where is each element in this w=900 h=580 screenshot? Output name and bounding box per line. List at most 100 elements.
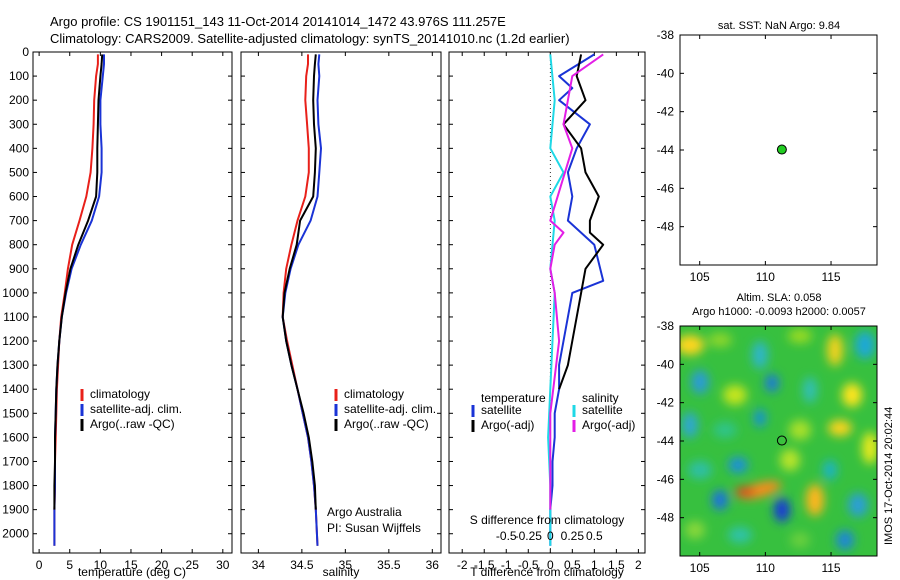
series-line: [281, 54, 317, 510]
lat-tick-label: -44: [657, 143, 675, 157]
s-difference-label: S difference from climatology: [470, 513, 625, 527]
argo-location-marker: [776, 435, 787, 446]
salinity-depth-ticks: [241, 51, 441, 535]
depth-tick-label: 900: [9, 262, 29, 276]
difference-xlabel: T difference from climatology: [470, 565, 624, 579]
lat-tick-label: -42: [657, 105, 675, 119]
s-tick-label: 0.5: [586, 529, 603, 543]
legend-label: Argo(..raw -QC): [90, 417, 175, 431]
lat-tick-label: -46: [657, 181, 675, 195]
lat-tick-label: -40: [657, 357, 675, 371]
difference-depth-ticks: [449, 51, 645, 535]
sla-map-panel: Altim. SLA: 0.058 Argo h1000: -0.0093 h2…: [657, 292, 878, 575]
sst-map-title: sat. SST: NaN Argo: 9.84: [718, 20, 840, 32]
depth-tick-label: 1300: [2, 358, 29, 372]
depth-tick-label: 0: [22, 45, 29, 59]
s-tick-label: 0.25: [561, 529, 585, 543]
lon-tick-label: 105: [690, 561, 710, 575]
x-tick-label: -1.5: [474, 558, 495, 572]
legend-label: satellite-adj. clim.: [344, 402, 436, 416]
s-tick-label: -0.5: [496, 529, 517, 543]
difference-legend: temperature salinity satelliteArgo(-adj)…: [471, 391, 635, 432]
s-tick-label: -0.25: [515, 529, 543, 543]
legend-label: climatology: [344, 387, 404, 401]
depth-tick-label: 1700: [2, 454, 29, 468]
x-tick-label: 34.5: [290, 558, 314, 572]
lat-tick-label: -38: [657, 28, 675, 42]
sst-map-panel: sat. SST: NaN Argo: 9.84 105 110 115 -38 -40…: [657, 20, 878, 284]
lon-tick-label: 115: [821, 270, 840, 284]
sst-map-argo-location: [776, 144, 787, 155]
temperature-panel: 0100200300400500600700800900100011001200…: [2, 45, 233, 579]
salinity-axes-frame: [240, 51, 442, 554]
x-tick-label: 34: [252, 558, 266, 572]
x-tick-label: 0.5: [564, 558, 581, 572]
series-line: [547, 54, 565, 546]
depth-tick-label: 1400: [2, 382, 29, 396]
x-tick-label: 5: [66, 558, 73, 572]
temperature-xlabel: temperature (deg C): [78, 565, 186, 579]
header-line1: Argo profile: CS 1901151_143 11-Oct-2014…: [50, 14, 506, 29]
x-tick-label: -0.5: [518, 558, 539, 572]
annotation-argo-australia: Argo Australia: [327, 505, 402, 519]
temperature-axes-frame: [32, 51, 233, 554]
x-tick-label: 0: [547, 558, 554, 572]
x-tick-label: 25: [186, 558, 200, 572]
legend-label: satellite: [481, 403, 522, 417]
depth-tick-label: 1100: [3, 310, 29, 324]
depth-tick-label: 300: [9, 117, 29, 131]
depth-tick-label: 2000: [2, 527, 29, 541]
legend-label: Argo(-adj): [481, 418, 534, 432]
lat-tick-label: -38: [657, 319, 675, 333]
depth-tick-label: 1800: [2, 479, 29, 493]
depth-tick-label: 200: [9, 93, 29, 107]
legend-label: Argo(..raw -QC): [344, 417, 429, 431]
sla-title-1: Altim. SLA: 0.058: [737, 292, 822, 304]
depth-tick-label: 1000: [2, 286, 29, 300]
depth-tick-label: 400: [9, 141, 29, 155]
series-line: [53, 54, 104, 510]
side-timestamp: IMOS 17-Oct-2014 20:02:44: [883, 407, 895, 545]
depth-tick-label: 1600: [2, 430, 29, 444]
salinity-xlabel: salinity: [323, 565, 360, 579]
x-tick-label: -2: [457, 558, 468, 572]
lon-tick-label: 110: [756, 270, 775, 284]
depth-tick-label: 700: [9, 214, 29, 228]
legend-label: climatology: [90, 387, 150, 401]
header-line2: Climatology: CARS2009. Satellite-adjuste…: [50, 31, 570, 46]
temperature-series: [53, 54, 105, 546]
depth-tick-label: 100: [9, 69, 29, 83]
x-tick-label: 15: [124, 558, 138, 572]
legend-label: satellite-adj. clim.: [90, 402, 182, 416]
lat-tick-label: -46: [657, 472, 675, 486]
x-tick-label: 2: [635, 558, 642, 572]
depth-tick-label: 1500: [2, 406, 29, 420]
lat-tick-label: -40: [657, 66, 675, 80]
lat-tick-label: -48: [657, 220, 675, 234]
difference-panel: -2 -1.5 -1 -0.5 0 0.5 1 1.5 2 T difference from …: [448, 51, 646, 579]
temperature-ticks: 0 5 10 15 20 25 30: [36, 52, 230, 572]
difference-series: [547, 53, 605, 546]
lon-tick-label: 110: [756, 561, 775, 575]
x-tick-label: 1: [591, 558, 598, 572]
annotation-pi: PI: Susan Wijffels: [327, 521, 421, 535]
lat-tick-label: -44: [657, 434, 675, 448]
lat-tick-label: -48: [657, 511, 675, 525]
x-tick-label: -1: [501, 558, 512, 572]
series-line: [549, 53, 604, 510]
depth-ticks: 0 100 200 300 400 500 600 700 800 900 1000 1100 1200…: [2, 45, 232, 541]
x-tick-label: 35: [339, 558, 353, 572]
x-tick-label: 10: [94, 558, 108, 572]
sla-map-argo-location: [776, 435, 787, 446]
x-tick-label: 36: [426, 558, 440, 572]
depth-tick-label: 600: [9, 190, 29, 204]
lon-tick-label: 115: [821, 561, 840, 575]
sla-map-ticks: 105 110 115 -38 -40 -42 -44 -46 -48: [657, 319, 877, 575]
x-tick-label: 30: [216, 558, 230, 572]
depth-tick-label: 1900: [2, 503, 29, 517]
difference-axes-frame: [448, 51, 646, 554]
s-difference-ticks: -0.5-0.25 0 0.25 0.5: [496, 529, 603, 543]
legend-title-salinity: salinity: [582, 391, 619, 405]
sla-heatmap: [680, 326, 877, 556]
